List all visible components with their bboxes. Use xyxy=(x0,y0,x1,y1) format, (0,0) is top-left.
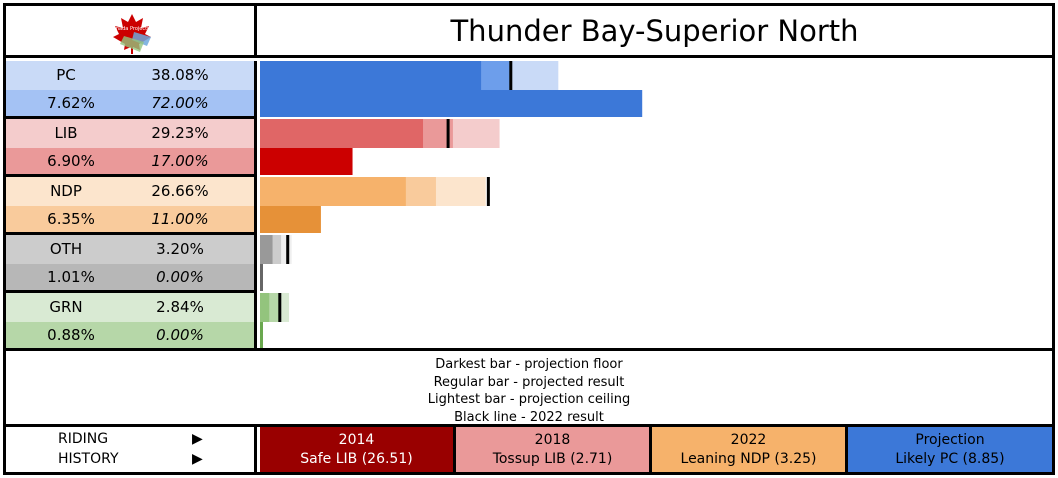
win-probability: 0.00% xyxy=(156,268,204,286)
party-name: OTH xyxy=(49,240,83,258)
party-row-bottom: 7.62% 72.00% xyxy=(6,90,254,116)
party-box-oth: OTH 3.20% 1.01% 0.00% xyxy=(6,235,257,293)
bar-floor-pc xyxy=(260,61,482,90)
line-2022-oth xyxy=(286,235,290,264)
party-row-bottom: 6.35% 11.00% xyxy=(6,206,254,232)
bar-win-prob-grn xyxy=(260,322,263,348)
line-2022-ndp xyxy=(486,177,490,206)
bar-floor-grn xyxy=(260,293,270,322)
party-box-lib: LIB 29.23% 6.90% 17.00% xyxy=(6,119,257,177)
page-title: Thunder Bay-Superior North xyxy=(450,13,859,48)
party-box-grn: GRN 2.84% 0.88% 0.00% xyxy=(6,293,257,351)
legend: Darkest bar - projection floor Regular b… xyxy=(6,348,1052,427)
party-row-bottom: 1.01% 0.00% xyxy=(6,264,254,290)
party-row-top: NDP 26.66% xyxy=(6,177,254,206)
legend-line: Black line - 2022 result xyxy=(454,409,604,425)
party-name: NDP xyxy=(50,182,82,200)
history-label-line1: RIDING xyxy=(58,431,109,447)
history-year: 2018 xyxy=(534,432,571,448)
history-cell-0: 2014 Safe LIB (26.51) xyxy=(260,427,456,472)
history-year: Projection xyxy=(915,432,985,448)
history-result: Leaning NDP (3.25) xyxy=(680,451,817,467)
legend-line: Regular bar - projected result xyxy=(433,374,625,390)
party-row-top: OTH 3.20% xyxy=(6,235,254,264)
maple-leaf-icon: Canada Projection xyxy=(109,14,155,54)
projection-margin: 7.62% xyxy=(47,94,95,112)
projection-margin: 1.01% xyxy=(47,268,95,286)
projected-share: 2.84% xyxy=(156,298,204,316)
win-probability: 0.00% xyxy=(156,326,204,344)
title-cell: Thunder Bay-Superior North xyxy=(257,6,1052,58)
party-row-bottom: 0.88% 0.00% xyxy=(6,322,254,348)
bar-win-prob-lib xyxy=(260,148,353,175)
history-cell-3: Projection Likely PC (8.85) xyxy=(848,427,1052,472)
legend-line: Darkest bar - projection floor xyxy=(435,357,623,372)
bar-floor-ndp xyxy=(260,177,406,206)
projected-share: 26.66% xyxy=(151,182,209,200)
party-row-top: LIB 29.23% xyxy=(6,119,254,148)
legend-line: Lightest bar - projection ceiling xyxy=(427,392,631,407)
bar-win-prob-ndp xyxy=(260,206,321,233)
history-cell-1: 2018 Tossup LIB (2.71) xyxy=(456,427,652,472)
arrow-right-icon: ▶ xyxy=(192,451,203,467)
riding-history-label: RIDING HISTORY ▶ ▶ xyxy=(6,427,257,472)
projection-margin: 0.88% xyxy=(47,326,95,344)
projected-share: 3.20% xyxy=(156,240,204,258)
arrow-right-icon: ▶ xyxy=(192,431,203,447)
bar-floor-lib xyxy=(260,119,424,148)
line-2022-lib xyxy=(446,119,450,148)
projected-share: 29.23% xyxy=(151,124,209,142)
win-probability: 17.00% xyxy=(151,152,209,170)
party-row-bottom: 6.90% 17.00% xyxy=(6,148,254,174)
party-name: PC xyxy=(56,66,76,84)
bar-win-prob-oth xyxy=(260,264,263,291)
party-name: GRN xyxy=(49,298,83,316)
bar-win-prob-pc xyxy=(260,90,643,117)
win-probability: 11.00% xyxy=(151,210,209,228)
history-year: 2022 xyxy=(730,432,767,448)
logo-text: Canada Projection xyxy=(109,26,154,32)
projected-share: 38.08% xyxy=(151,66,209,84)
projection-chart xyxy=(260,61,643,348)
history-result: Likely PC (8.85) xyxy=(895,451,1005,467)
history-result: Safe LIB (26.51) xyxy=(300,451,413,467)
history-result: Tossup LIB (2.71) xyxy=(492,451,613,467)
win-probability: 72.00% xyxy=(151,94,209,112)
line-2022-pc xyxy=(509,61,513,90)
line-2022-grn xyxy=(278,293,282,322)
projection-margin: 6.90% xyxy=(47,152,95,170)
projection-margin: 6.35% xyxy=(47,210,95,228)
party-name: LIB xyxy=(54,124,78,142)
bar-floor-oth xyxy=(260,235,273,264)
history-year: 2014 xyxy=(338,432,375,448)
party-box-pc: PC 38.08% 7.62% 72.00% xyxy=(6,61,257,119)
history-label-line2: HISTORY xyxy=(58,451,119,467)
party-row-top: PC 38.08% xyxy=(6,61,254,90)
party-row-top: GRN 2.84% xyxy=(6,293,254,322)
logo-cell: Canada Projection xyxy=(6,6,257,58)
history-cell-2: 2022 Leaning NDP (3.25) xyxy=(652,427,848,472)
party-box-ndp: NDP 26.66% 6.35% 11.00% xyxy=(6,177,257,235)
riding-card: Canada Projection Thunder Bay-Superior N… xyxy=(3,3,1055,475)
